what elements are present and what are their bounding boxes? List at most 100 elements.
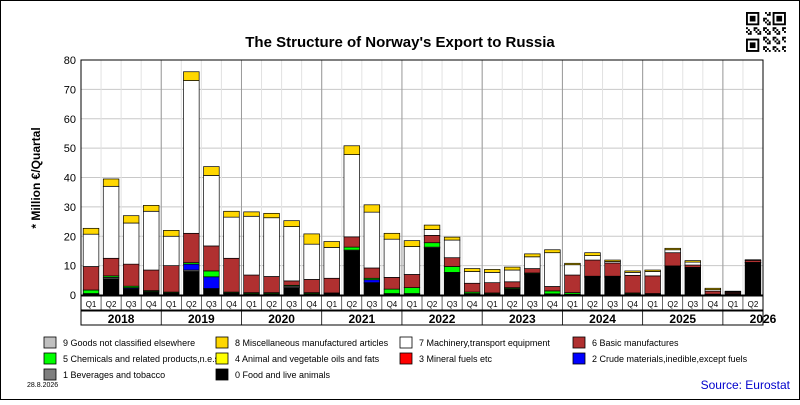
bar-segment-6 bbox=[343, 236, 360, 248]
qr-finder-core bbox=[776, 15, 783, 22]
legend-swatch bbox=[215, 352, 229, 365]
x-tick-label: Q4 bbox=[547, 300, 558, 309]
bar-segment-7 bbox=[463, 271, 481, 284]
qr-module bbox=[747, 29, 750, 31]
bar-segment-6 bbox=[102, 257, 120, 277]
x-tick-label: Q3 bbox=[126, 300, 137, 309]
bar-segment-8 bbox=[183, 71, 200, 81]
bar-segment-8 bbox=[423, 224, 441, 230]
qr-module bbox=[763, 29, 765, 31]
bar-segment-6 bbox=[484, 282, 501, 294]
bar-segment-6 bbox=[363, 267, 381, 279]
bar-segment-7 bbox=[504, 269, 521, 283]
bar-segment-7 bbox=[624, 272, 641, 276]
legend-swatch bbox=[399, 336, 413, 349]
bar-segment-8 bbox=[163, 230, 180, 237]
bar-segment-5 bbox=[544, 290, 561, 295]
qr-module bbox=[765, 21, 767, 24]
qr-module bbox=[782, 36, 784, 39]
bar-segment-7 bbox=[323, 247, 340, 279]
bar-segment-0 bbox=[664, 266, 681, 296]
bar-segment-0 bbox=[363, 282, 381, 296]
bar-segment-5 bbox=[403, 287, 421, 294]
bar-segment-8 bbox=[684, 260, 701, 263]
bar-segment-7 bbox=[524, 256, 541, 269]
y-tick-label: 0 bbox=[70, 290, 76, 302]
qr-module bbox=[766, 13, 769, 16]
bar-segment-6 bbox=[223, 257, 240, 293]
y-tick-label: 50 bbox=[64, 143, 76, 155]
bar-segment-8 bbox=[524, 253, 541, 258]
bar-segment-8 bbox=[102, 178, 120, 187]
bar-segment-6 bbox=[644, 275, 661, 294]
qr-module bbox=[763, 27, 765, 30]
qr-module bbox=[784, 27, 786, 30]
bar-segment-7 bbox=[423, 229, 441, 236]
year-label: 2021 bbox=[348, 312, 375, 326]
qr-module bbox=[765, 40, 767, 43]
bar-segment-5 bbox=[82, 289, 100, 294]
bar-segment-2 bbox=[183, 263, 200, 271]
qr-module bbox=[768, 21, 771, 24]
bar-segment-7 bbox=[223, 216, 240, 259]
year-axis bbox=[80, 310, 764, 326]
bar-segment-8 bbox=[664, 247, 681, 251]
qr-module bbox=[757, 32, 760, 35]
qr-module bbox=[763, 38, 765, 41]
x-tick-label: Q4 bbox=[708, 300, 719, 309]
qr-module bbox=[782, 46, 784, 49]
qr-module bbox=[776, 29, 779, 31]
bar-segment-7 bbox=[484, 272, 501, 284]
qr-module bbox=[749, 31, 752, 33]
bar-segment-6 bbox=[664, 252, 681, 267]
bar-segment-7 bbox=[203, 175, 220, 247]
bar-segment-6 bbox=[82, 266, 100, 291]
bar-segment-8 bbox=[243, 211, 260, 217]
bar-segment-8 bbox=[263, 212, 280, 219]
qr-module bbox=[766, 38, 769, 41]
x-tick-label: Q4 bbox=[627, 300, 638, 309]
qr-module bbox=[772, 27, 775, 30]
year-label: 2018 bbox=[108, 312, 135, 326]
legend-label: 0 Food and live animals bbox=[235, 370, 331, 380]
legend-label: 5 Chemicals and related products,n.e.s. bbox=[63, 354, 222, 364]
legend-label: 4 Animal and vegetable oils and fats bbox=[235, 354, 380, 364]
bar-segment-8 bbox=[624, 270, 641, 273]
bar-segment-7 bbox=[383, 238, 401, 278]
year-label: 2020 bbox=[268, 312, 295, 326]
qr-module bbox=[778, 31, 781, 33]
bar-segment-7 bbox=[544, 252, 561, 287]
qr-module bbox=[763, 48, 765, 50]
bar-segment-6 bbox=[564, 274, 581, 293]
bar-segment-8 bbox=[604, 259, 621, 262]
qr-module bbox=[768, 23, 771, 26]
bar-segment-6 bbox=[323, 277, 340, 294]
bar-segment-7 bbox=[644, 271, 661, 277]
bar-segment-0 bbox=[504, 288, 521, 296]
x-tick-label: Q3 bbox=[367, 300, 378, 309]
qr-module bbox=[765, 36, 767, 39]
legend-label: 2 Crude materials,inedible,except fuels bbox=[592, 354, 748, 364]
legend-swatch bbox=[215, 368, 229, 381]
qr-module bbox=[768, 13, 771, 16]
qr-module bbox=[763, 17, 765, 20]
bar-segment-8 bbox=[584, 252, 601, 256]
bar-segment-6 bbox=[604, 262, 621, 277]
legend: 9 Goods not classified elsewhere 8 Miscel… bbox=[43, 336, 748, 381]
qr-module bbox=[784, 46, 786, 49]
bar-segment-6 bbox=[203, 245, 220, 272]
bar-segment-6 bbox=[463, 282, 481, 293]
qr-module bbox=[763, 46, 765, 49]
legend-label: 1 Beverages and tobacco bbox=[63, 370, 165, 380]
x-tick-label: Q2 bbox=[106, 300, 117, 309]
bar-segment-0 bbox=[584, 277, 601, 296]
x-tick-label: Q3 bbox=[687, 300, 698, 309]
x-tick-label: Q2 bbox=[427, 300, 438, 309]
bar-segment-8 bbox=[383, 232, 401, 240]
bar-segment-6 bbox=[504, 281, 521, 289]
legend-swatch bbox=[215, 336, 229, 349]
qr-module bbox=[774, 50, 777, 52]
qr-module bbox=[768, 50, 771, 52]
year-label: 2025 bbox=[669, 312, 696, 326]
